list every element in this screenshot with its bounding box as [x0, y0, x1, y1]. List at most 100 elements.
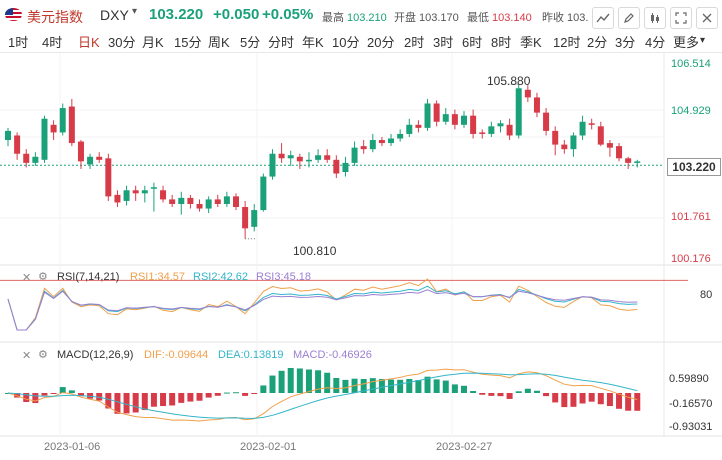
quote-stat-label: 开盘	[394, 12, 416, 24]
macd-bar	[178, 393, 185, 403]
rsi2-line	[7, 285, 638, 331]
symbol-dropdown-icon[interactable]: ▾	[132, 6, 138, 17]
candle-body	[543, 112, 550, 131]
candle-body	[32, 156, 39, 163]
macd-bar	[360, 378, 367, 393]
tab-period[interactable]: 12时	[553, 35, 581, 50]
macd-bar	[32, 393, 39, 404]
close-icon[interactable]: ✕	[22, 350, 32, 362]
candle-body	[552, 130, 559, 145]
candle-body	[451, 114, 458, 125]
tab-period[interactable]: 20分	[367, 35, 395, 50]
macd-bar	[470, 391, 477, 393]
macd-bar	[616, 393, 623, 409]
chart-type-icon[interactable]	[592, 7, 614, 29]
tab-period[interactable]: 年K	[302, 35, 324, 50]
tab-period[interactable]: 8时	[491, 35, 512, 50]
dif-value: DIF:-0.09644	[144, 349, 209, 361]
candle-body	[342, 162, 349, 173]
tab-period[interactable]: 季K	[520, 35, 542, 50]
tab-period[interactable]: 月K	[142, 35, 164, 50]
tab-period[interactable]: 周K	[208, 35, 230, 50]
price-axis-label: 104.929	[671, 105, 711, 117]
rsi3-line	[7, 289, 638, 331]
macd-bar	[543, 393, 550, 397]
candle-body	[278, 153, 285, 159]
candle-body	[616, 146, 623, 159]
candle-body	[506, 124, 513, 136]
macd-bar	[461, 385, 467, 393]
tab-period[interactable]: 2分	[587, 35, 608, 50]
macd-bar	[634, 393, 641, 411]
candle-body	[388, 138, 395, 144]
macd-bar	[141, 393, 148, 411]
draw-pen-icon[interactable]	[618, 7, 640, 29]
close-icon[interactable]: ✕	[22, 272, 32, 284]
tab-period[interactable]: 5分	[240, 35, 261, 50]
macd-bar	[160, 393, 167, 407]
quote-stat-value: 103.140	[492, 12, 532, 24]
quote-stat: 开盘 103.170	[394, 9, 459, 25]
quote-stat: 昨收 103.	[542, 9, 588, 25]
macd-bar	[415, 380, 422, 393]
close-icon[interactable]	[696, 7, 718, 29]
tab-period[interactable]: 4分	[645, 35, 666, 50]
macd-bar	[214, 393, 221, 396]
date-axis-label: 2023-02-01	[240, 441, 297, 453]
macd-bar	[305, 369, 312, 393]
candle-body	[251, 210, 258, 227]
quote-stat-value: 103.	[567, 12, 589, 24]
more-dropdown-icon[interactable]: ▾	[700, 35, 706, 46]
tab-period[interactable]: 1时	[8, 35, 29, 50]
candle-body	[497, 123, 504, 127]
tab-period[interactable]: 6时	[462, 35, 483, 50]
macd-bar	[87, 393, 94, 399]
settings-icon[interactable]: ⚙	[38, 271, 48, 283]
candle-body	[360, 146, 367, 150]
quote-stat-label: 最高	[322, 12, 344, 24]
dif-line	[7, 368, 638, 422]
macd-bar	[96, 393, 103, 401]
candle-body	[461, 115, 467, 125]
macd-bar	[442, 380, 449, 393]
tab-period[interactable]: 3时	[433, 35, 454, 50]
macd-bar	[223, 392, 230, 394]
candle-body	[597, 126, 604, 145]
candle-body	[634, 161, 641, 163]
instrument-name[interactable]: 美元指数	[27, 9, 83, 25]
macd-bar	[278, 370, 285, 393]
rsi2-value: RSI2:42.62	[193, 271, 249, 283]
candle-body	[150, 187, 157, 189]
macd-bar	[488, 393, 495, 396]
candle-body	[23, 153, 30, 163]
expand-icon[interactable]	[670, 7, 692, 29]
instrument-symbol[interactable]: DXY	[100, 7, 129, 23]
macd-bar	[233, 392, 239, 394]
rsi-level-label: 80	[700, 289, 713, 301]
quote-stat-value: 103.170	[419, 12, 459, 24]
macd-bar	[287, 367, 294, 393]
candle-body	[50, 124, 57, 133]
macd-bar	[14, 393, 21, 398]
price-axis-label: 100.176	[671, 253, 711, 265]
tab-period[interactable]: 日K	[78, 35, 100, 50]
candle-body	[406, 124, 413, 134]
macd-bar	[424, 376, 431, 393]
tab-period[interactable]: 3分	[615, 35, 636, 50]
tab-period[interactable]: 30分	[108, 35, 136, 50]
tab-period[interactable]: 更多	[673, 35, 700, 50]
rsi1-value: RSI1:34.57	[130, 271, 186, 283]
macd-bar	[606, 393, 613, 407]
macd-bar	[205, 393, 212, 398]
tab-period[interactable]: 10分	[332, 35, 360, 50]
tab-period[interactable]: 分时	[268, 35, 295, 50]
tab-period[interactable]: 2时	[404, 35, 425, 50]
candlestick-icon[interactable]	[644, 7, 666, 29]
tab-period[interactable]: 15分	[174, 35, 202, 50]
quote-header: 美元指数 DXY ▾ 103.220 +0.050 +0.05% 最高 103.2…	[0, 0, 722, 30]
candle-body	[588, 123, 595, 125]
candle-body	[77, 141, 84, 162]
settings-icon[interactable]: ⚙	[38, 349, 48, 361]
tab-period[interactable]: 4时	[42, 35, 63, 50]
